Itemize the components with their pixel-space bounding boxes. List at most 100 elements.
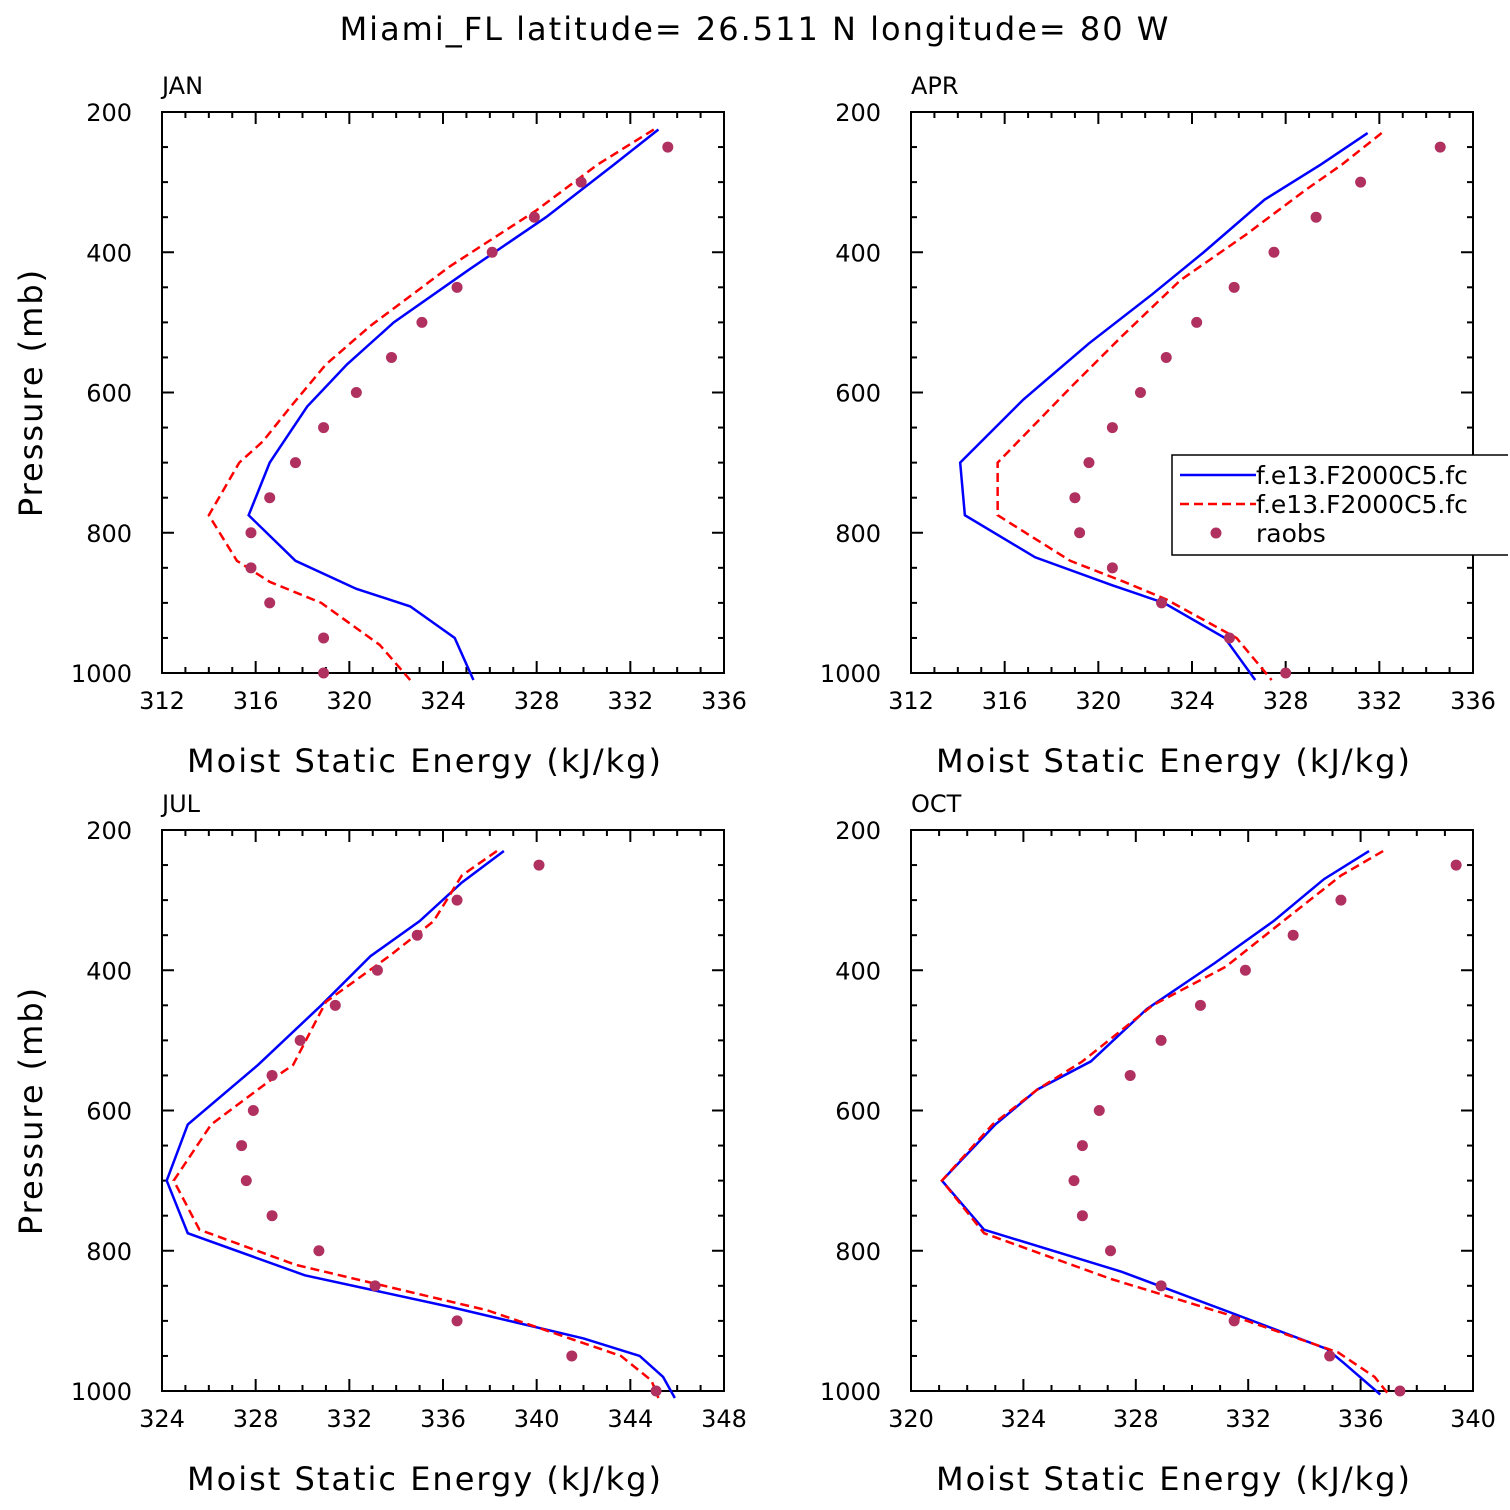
raobs-point <box>1450 859 1462 871</box>
raobs-point <box>369 1280 381 1292</box>
model-line-solid <box>247 128 660 681</box>
x-tick-label: 348 <box>701 1405 747 1433</box>
x-tick-label: 324 <box>1169 687 1215 715</box>
y-tick-label: 200 <box>86 99 132 127</box>
model-line-solid <box>940 849 1382 1396</box>
raobs-point <box>1335 894 1347 906</box>
raobs-point <box>1076 1140 1088 1152</box>
raobs-point <box>289 457 301 469</box>
panel-jul: 324 328 332 336 340 344 348 200 400 600 800 1000 JUL… <box>12 790 747 1498</box>
y-tick-label: 200 <box>835 817 881 845</box>
raobs-point <box>1280 667 1292 679</box>
raobs-point <box>247 1105 259 1116</box>
x-tick-label: 332 <box>326 1405 372 1433</box>
figure-title: Miami_FL latitude= 26.511 N longitude= 8… <box>339 10 1171 48</box>
x-tick-label: 316 <box>233 687 279 715</box>
raobs-point <box>264 597 276 609</box>
raobs-point <box>1105 1245 1117 1257</box>
raobs-point <box>1069 492 1081 504</box>
raobs-point <box>350 387 362 398</box>
raobs-point <box>318 667 330 679</box>
y-tick-label: 600 <box>86 380 132 408</box>
panel-label: APR <box>911 72 959 100</box>
legend-marker <box>1210 527 1222 539</box>
raobs-point <box>1106 562 1118 574</box>
x-tick-label: 328 <box>514 687 560 715</box>
y-tick-label: 1000 <box>820 1378 881 1406</box>
raobs-point <box>650 1385 662 1397</box>
raobs-point <box>1324 1350 1336 1362</box>
model-line-solid <box>165 850 676 1399</box>
legend-label: f.e13.F2000C5.fc <box>1256 461 1468 490</box>
y-axis-label: Pressure (mb) <box>12 986 50 1235</box>
raobs-point <box>1268 246 1280 258</box>
raobs-point <box>1194 999 1206 1011</box>
raobs-point <box>236 1140 248 1152</box>
x-tick-label: 312 <box>139 687 185 715</box>
raobs-point <box>451 1315 463 1327</box>
y-axis-label: Pressure (mb) <box>12 268 50 517</box>
model-line-dashed <box>207 128 655 681</box>
raobs-point <box>1156 597 1168 609</box>
panel-jan: 312 316 320 324 328 332 336 200 400 600 800 1000 JAN… <box>12 72 747 780</box>
plot-frame <box>161 111 725 674</box>
raobs-point <box>318 422 330 434</box>
x-tick-label: 336 <box>701 687 747 715</box>
model-line-dashed <box>996 132 1383 681</box>
y-tick-label: 800 <box>835 520 881 548</box>
x-tick-label: 340 <box>514 1405 560 1433</box>
raobs-point <box>1310 211 1322 223</box>
y-tick-label: 1000 <box>71 1378 132 1406</box>
x-tick-label: 336 <box>1338 1405 1384 1433</box>
raobs-point <box>1155 1034 1167 1046</box>
model-line-dashed <box>940 849 1390 1396</box>
y-tick-label: 800 <box>86 1238 132 1266</box>
raobs-point <box>266 1210 278 1222</box>
panel-label: OCT <box>911 790 962 818</box>
raobs-point <box>245 562 257 574</box>
raobs-point <box>1076 1210 1088 1222</box>
raobs-point <box>1355 176 1367 188</box>
x-tick-label: 324 <box>420 687 466 715</box>
plot-frame <box>910 111 1474 674</box>
x-tick-label: 320 <box>326 687 372 715</box>
raobs-point <box>662 141 674 153</box>
model-line-solid <box>958 132 1369 681</box>
panel-apr: 312 316 320 324 328 332 336 200 400 600 800 1000 APR… <box>820 72 1508 780</box>
raobs-point <box>371 964 383 976</box>
panel-oct: 320 324 328 332 336 340 200 400 600 800 1000 OCT Moi… <box>820 790 1496 1498</box>
x-tick-label: 328 <box>1263 687 1309 715</box>
raobs-point <box>1239 964 1251 976</box>
x-tick-label: 340 <box>1450 1405 1496 1433</box>
legend-label: raobs <box>1256 519 1326 548</box>
y-tick-label: 400 <box>86 957 132 985</box>
raobs-point <box>566 1350 578 1362</box>
x-tick-label: 336 <box>1450 687 1496 715</box>
plot-frame <box>910 829 1474 1392</box>
raobs-point <box>1068 1175 1080 1187</box>
raobs-point <box>575 176 587 188</box>
x-tick-label: 332 <box>1225 1405 1271 1433</box>
raobs-point <box>486 246 498 258</box>
raobs-point <box>1106 422 1118 434</box>
raobs-point <box>411 929 423 941</box>
x-tick-label: 320 <box>1075 687 1121 715</box>
x-tick-label: 336 <box>420 1405 466 1433</box>
y-tick-label: 600 <box>835 1098 881 1126</box>
raobs-point <box>313 1245 325 1257</box>
panel-label: JUL <box>160 790 201 818</box>
raobs-point <box>1160 351 1172 363</box>
raobs-point <box>266 1069 278 1081</box>
raobs-point <box>1228 1315 1240 1327</box>
raobs-point <box>245 527 257 539</box>
y-tick-label: 800 <box>835 1238 881 1266</box>
y-tick-label: 800 <box>86 520 132 548</box>
raobs-point <box>385 351 397 363</box>
x-tick-label: 332 <box>607 687 653 715</box>
x-tick-label: 324 <box>1000 1405 1046 1433</box>
raobs-point <box>1228 281 1240 293</box>
raobs-point <box>1434 141 1446 153</box>
x-tick-label: 332 <box>1356 687 1402 715</box>
